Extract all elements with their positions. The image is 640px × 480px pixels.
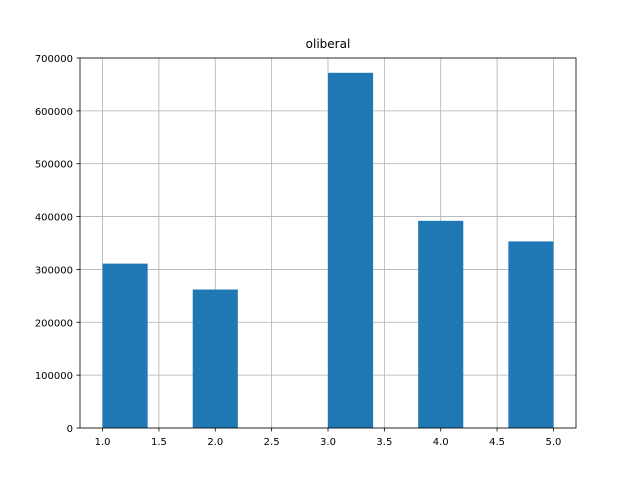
y-tick-label: 200000 — [35, 318, 73, 329]
y-tick-label: 500000 — [35, 160, 73, 171]
bars — [102, 72, 554, 429]
x-tick-label: 3.0 — [320, 437, 336, 448]
chart-title: oliberal — [306, 37, 351, 51]
x-tick-label: 1.5 — [151, 437, 167, 448]
y-tick-label: 600000 — [35, 107, 73, 118]
histogram-bar — [328, 72, 374, 429]
histogram-bar — [192, 289, 238, 428]
y-tick-label: 0 — [67, 424, 73, 435]
histogram-bar — [418, 220, 464, 428]
x-axis: 1.0 1.5 2.0 2.5 3.0 3.5 4.0 4.5 5.0 — [95, 428, 562, 448]
y-tick-label: 700000 — [35, 54, 73, 65]
x-tick-label: 2.5 — [264, 437, 280, 448]
x-tick-label: 5.0 — [546, 437, 562, 448]
x-tick-label: 3.5 — [376, 437, 392, 448]
histogram-bar — [102, 263, 148, 428]
x-tick-label: 1.0 — [95, 437, 111, 448]
x-tick-label: 2.0 — [207, 437, 223, 448]
y-tick-label: 400000 — [35, 213, 73, 224]
y-tick-label: 300000 — [35, 265, 73, 276]
y-tick-label: 100000 — [35, 371, 73, 382]
y-axis: 0 100000 200000 300000 400000 500000 600000 700… — [35, 54, 80, 435]
histogram-bar — [508, 241, 554, 428]
x-tick-label: 4.0 — [433, 437, 449, 448]
x-tick-label: 4.5 — [489, 437, 505, 448]
